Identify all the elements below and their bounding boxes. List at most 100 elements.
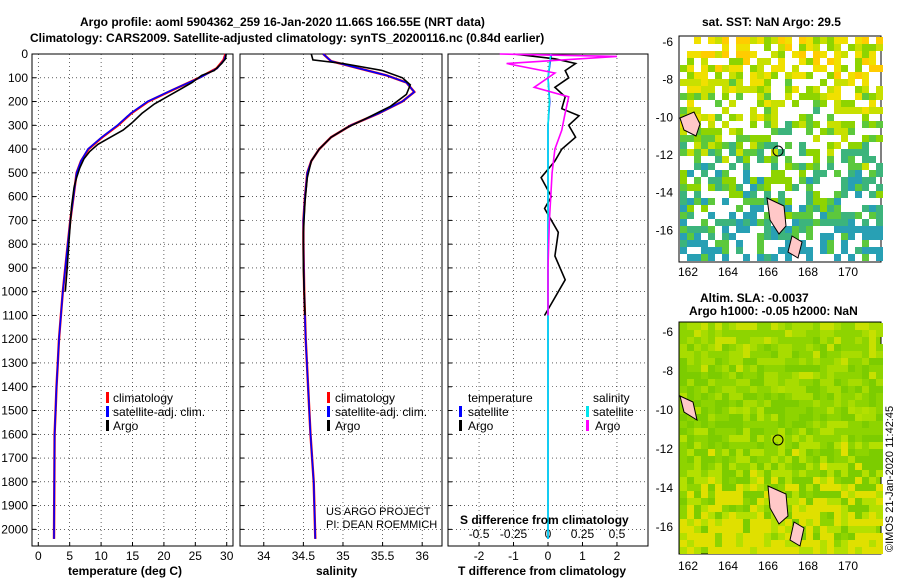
map-cell bbox=[680, 107, 687, 114]
map-cell bbox=[736, 240, 743, 247]
map-cell bbox=[778, 149, 785, 156]
map-cell bbox=[750, 351, 757, 358]
map-cell bbox=[827, 93, 834, 100]
map-cell bbox=[708, 323, 715, 330]
map-cell bbox=[792, 505, 799, 512]
map-cell bbox=[722, 435, 729, 442]
map-cell bbox=[785, 484, 792, 491]
map-cell bbox=[715, 323, 722, 330]
map-cell bbox=[799, 540, 806, 547]
map-cell bbox=[736, 379, 743, 386]
map-cell bbox=[722, 121, 729, 128]
map-cell bbox=[736, 351, 743, 358]
map-cell bbox=[757, 547, 764, 554]
map-cell bbox=[715, 142, 722, 149]
map-cell bbox=[722, 414, 729, 421]
map-cell bbox=[764, 344, 771, 351]
map-cell bbox=[729, 233, 736, 240]
legend-swatch-climatology bbox=[327, 392, 330, 403]
map-cell bbox=[869, 247, 876, 254]
map-cell bbox=[876, 358, 883, 365]
map-cell bbox=[750, 463, 757, 470]
map-cell bbox=[771, 463, 778, 470]
map-x-tick-label: 164 bbox=[718, 265, 738, 279]
map-cell bbox=[757, 93, 764, 100]
map-cell bbox=[876, 170, 883, 177]
map-cell bbox=[855, 435, 862, 442]
map-cell bbox=[862, 407, 869, 414]
map-cell bbox=[715, 393, 722, 400]
map-cell bbox=[869, 337, 876, 344]
map-cell bbox=[715, 149, 722, 156]
map-cell bbox=[841, 498, 848, 505]
depth-tick-labels: 0100200300400500600700800900100011001200… bbox=[1, 47, 28, 536]
map-cell bbox=[848, 540, 855, 547]
map-cell bbox=[750, 379, 757, 386]
x-tick-label: 35 bbox=[336, 549, 350, 563]
map-cell bbox=[771, 407, 778, 414]
map-cell bbox=[729, 407, 736, 414]
map-cell bbox=[820, 240, 827, 247]
map-cell bbox=[876, 323, 883, 330]
map-cell bbox=[694, 37, 701, 44]
map-cell bbox=[743, 351, 750, 358]
map-cell bbox=[750, 149, 757, 156]
map-cell bbox=[743, 400, 750, 407]
map-cell bbox=[736, 526, 743, 533]
map-cell bbox=[799, 177, 806, 184]
map-cell bbox=[799, 247, 806, 254]
map-cell bbox=[827, 121, 834, 128]
sla-argo-location-marker bbox=[772, 434, 784, 446]
map-cell bbox=[855, 58, 862, 65]
map-cell bbox=[771, 442, 778, 449]
map-x-tick-label: 162 bbox=[678, 265, 698, 279]
map-cell bbox=[722, 470, 729, 477]
map-cell bbox=[862, 498, 869, 505]
map-cell bbox=[869, 330, 876, 337]
map-cell bbox=[876, 107, 883, 114]
map-cell bbox=[743, 533, 750, 540]
map-cell bbox=[827, 240, 834, 247]
map-cell bbox=[764, 233, 771, 240]
map-cell bbox=[848, 428, 855, 435]
map-cell bbox=[722, 170, 729, 177]
map-cell bbox=[841, 79, 848, 86]
map-cell bbox=[862, 93, 869, 100]
map-cell bbox=[750, 414, 757, 421]
map-cell bbox=[841, 470, 848, 477]
map-cell bbox=[834, 107, 841, 114]
depth-tick-label: 1600 bbox=[1, 427, 28, 441]
map-cell bbox=[848, 498, 855, 505]
map-cell bbox=[841, 100, 848, 107]
map-cell bbox=[834, 205, 841, 212]
map-cell bbox=[701, 114, 708, 121]
map-cell bbox=[792, 400, 799, 407]
map-cell bbox=[862, 358, 869, 365]
map-cell bbox=[827, 393, 834, 400]
map-cell bbox=[771, 400, 778, 407]
map-cell bbox=[708, 330, 715, 337]
map-cell bbox=[680, 498, 687, 505]
map-cell bbox=[862, 330, 869, 337]
map-cell bbox=[708, 65, 715, 72]
map-cell bbox=[757, 351, 764, 358]
map-cell bbox=[827, 421, 834, 428]
map-cell bbox=[862, 156, 869, 163]
map-cell bbox=[715, 219, 722, 226]
salinity-x-label: salinity bbox=[316, 564, 358, 578]
map-cell bbox=[869, 65, 876, 72]
map-cell bbox=[722, 421, 729, 428]
map-cell bbox=[806, 177, 813, 184]
map-cell bbox=[736, 428, 743, 435]
map-cell bbox=[750, 72, 757, 79]
map-cell bbox=[750, 86, 757, 93]
map-cell bbox=[806, 442, 813, 449]
map-cell bbox=[764, 421, 771, 428]
map-cell bbox=[827, 37, 834, 44]
map-cell bbox=[869, 191, 876, 198]
map-y-tick-label: -12 bbox=[656, 442, 674, 456]
map-cell bbox=[806, 512, 813, 519]
map-cell bbox=[764, 372, 771, 379]
map-cell bbox=[862, 470, 869, 477]
map-cell bbox=[736, 114, 743, 121]
